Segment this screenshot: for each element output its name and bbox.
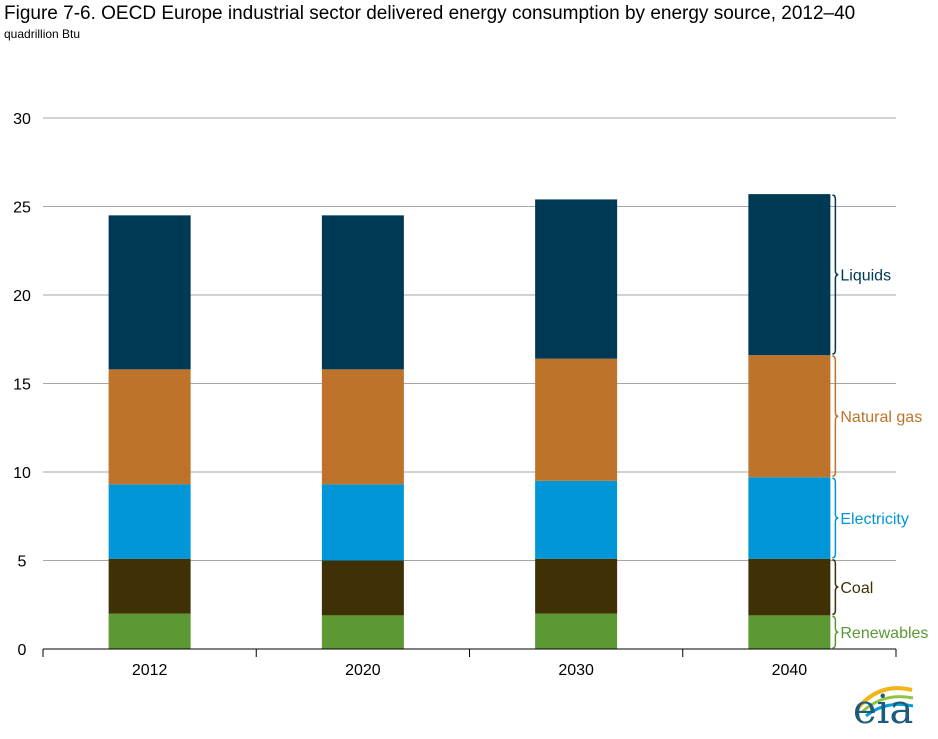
x-tick-label: 2012: [132, 662, 168, 679]
bar-segment-natural-gas: [535, 358, 618, 481]
x-tick-label: 2020: [345, 662, 381, 679]
bar-segment-electricity: [748, 477, 831, 559]
bar-segment-natural-gas: [108, 369, 191, 485]
series-labels: Renewables Coal Electricity Natural gas Liqu…: [832, 194, 928, 649]
y-tick-label: 5: [18, 554, 27, 571]
series-label-natural-gas: Natural gas: [840, 409, 922, 426]
bar-segment-renewables: [535, 613, 618, 649]
bar-segment-natural-gas: [748, 355, 831, 478]
bar-segment-renewables: [748, 615, 831, 649]
bars: [108, 194, 831, 649]
bar-segment-liquids: [748, 194, 831, 356]
series-label-electricity: Electricity: [840, 511, 908, 528]
logo-swoosh-yellow: [856, 686, 913, 710]
chart-title: Figure 7-6. OECD Europe industrial secto…: [4, 3, 856, 24]
bar-segment-renewables: [108, 613, 191, 649]
bar-segment-electricity: [108, 484, 191, 559]
bar-segment-liquids: [535, 199, 618, 359]
bracket-liquids: [832, 194, 839, 355]
y-tick-label: 15: [13, 377, 31, 394]
bar-segment-coal: [535, 558, 618, 614]
bracket-natural-gas: [832, 355, 839, 478]
bracket-electricity: [832, 477, 839, 559]
chart-units: quadrillion Btu: [4, 27, 81, 41]
y-axis-tick-labels: 0 5 10 15 20 25 30: [13, 111, 31, 659]
bar-segment-coal: [748, 558, 831, 616]
bar-segment-electricity: [321, 484, 404, 561]
bar-segment-renewables: [321, 615, 404, 649]
logo-swoosh-green: [860, 695, 914, 714]
x-tick-label: 2030: [558, 662, 594, 679]
series-label-renewables: Renewables: [840, 625, 928, 642]
bar-segment-liquids: [108, 215, 191, 370]
y-tick-label: 10: [13, 465, 31, 482]
logo-swoosh-blue: [865, 702, 914, 718]
series-label-coal: Coal: [840, 580, 873, 597]
y-tick-label: 25: [13, 200, 31, 217]
bracket-coal: [832, 558, 839, 616]
eia-logo: [856, 686, 914, 718]
y-tick-label: 20: [13, 288, 31, 305]
x-tick-label: 2040: [772, 662, 808, 679]
y-tick-label: 30: [13, 111, 31, 128]
bar-segment-coal: [321, 560, 404, 616]
series-label-liquids: Liquids: [840, 268, 891, 285]
x-axis: 2012 2020 2030 2040: [42, 648, 897, 679]
bar-segment-electricity: [535, 480, 618, 559]
eia-logo-text: eia: [853, 687, 914, 733]
bar-segment-coal: [108, 558, 191, 614]
bar-segment-natural-gas: [321, 369, 404, 485]
bar-segment-liquids: [321, 215, 404, 370]
bracket-renewables: [832, 615, 839, 649]
y-tick-label: 0: [18, 642, 27, 659]
